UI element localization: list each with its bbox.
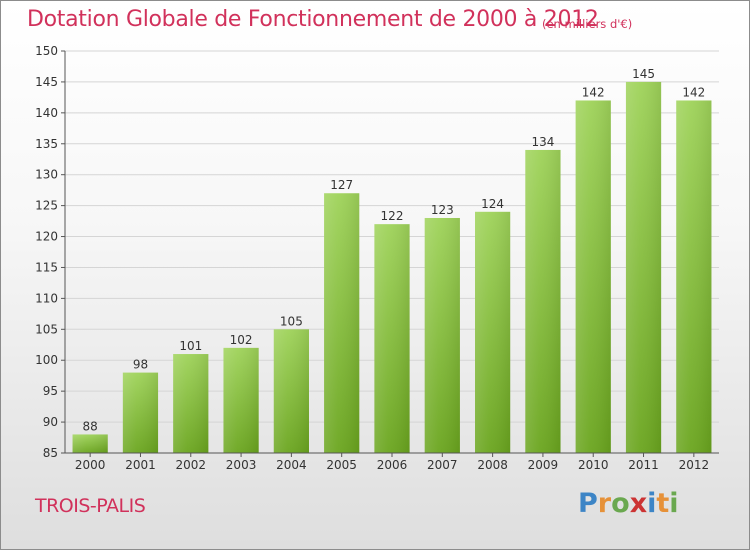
y-tick-label: 90 bbox=[43, 415, 58, 429]
bar-shine bbox=[223, 347, 259, 453]
bar-shine bbox=[374, 224, 410, 453]
x-tick-label: 2010 bbox=[578, 458, 609, 472]
data-label: 102 bbox=[230, 333, 253, 347]
bar-shine bbox=[424, 217, 460, 453]
logo-letter: i bbox=[669, 488, 679, 519]
x-tick-label: 2012 bbox=[679, 458, 710, 472]
y-tick-label: 130 bbox=[35, 168, 58, 182]
y-tick-label: 145 bbox=[35, 75, 58, 89]
data-label: 127 bbox=[330, 178, 353, 192]
commune-name: TROIS-PALIS bbox=[35, 495, 146, 517]
y-tick-label: 125 bbox=[35, 199, 58, 213]
data-label: 98 bbox=[133, 358, 148, 372]
y-tick-label: 95 bbox=[43, 384, 58, 398]
unit-label: (en milliers d'€) bbox=[542, 17, 633, 31]
data-label: 105 bbox=[280, 314, 303, 328]
y-tick-label: 85 bbox=[43, 446, 58, 460]
bars: 88 98 101 102 105 127 122 123 124 134 142 145 142 bbox=[72, 67, 712, 453]
data-label: 123 bbox=[431, 203, 454, 217]
x-tick-label: 2005 bbox=[326, 458, 357, 472]
y-tick-label: 100 bbox=[35, 353, 58, 367]
logo-letter: i bbox=[647, 488, 657, 519]
bar-shine bbox=[525, 149, 561, 453]
x-tick-label: 2011 bbox=[628, 458, 659, 472]
logo-letter: x bbox=[629, 488, 648, 519]
logo-letter: P bbox=[578, 488, 598, 519]
x-tick-label: 2007 bbox=[427, 458, 458, 472]
bar-shine bbox=[475, 211, 511, 453]
x-tick-label: 2001 bbox=[125, 458, 156, 472]
bar-shine bbox=[324, 193, 360, 453]
data-label: 88 bbox=[83, 419, 98, 433]
data-label: 101 bbox=[179, 339, 202, 353]
bar-shine bbox=[122, 372, 159, 453]
data-label: 142 bbox=[582, 85, 605, 99]
logo-letter: o bbox=[611, 488, 630, 519]
y-tick-label: 135 bbox=[35, 137, 58, 151]
logo-letter: t bbox=[656, 488, 670, 519]
y-tick-label: 150 bbox=[35, 44, 58, 58]
proxiti-logo: Proxiti bbox=[578, 488, 679, 519]
x-tick-label: 2000 bbox=[75, 458, 106, 472]
bar-shine bbox=[676, 100, 712, 453]
y-tick-label: 105 bbox=[35, 322, 58, 336]
bar-shine bbox=[575, 100, 611, 453]
x-tick-label: 2003 bbox=[226, 458, 257, 472]
bar-shine bbox=[625, 81, 662, 453]
data-label: 145 bbox=[632, 67, 655, 81]
y-tick-label: 140 bbox=[35, 106, 58, 120]
data-label: 122 bbox=[381, 209, 404, 223]
y-tick-label: 115 bbox=[35, 260, 58, 274]
x-tick-label: 2006 bbox=[377, 458, 408, 472]
bar-shine bbox=[72, 434, 108, 453]
bar-shine bbox=[173, 354, 209, 453]
data-label: 134 bbox=[531, 135, 554, 149]
bar-shine bbox=[273, 329, 309, 453]
x-tick-label: 2004 bbox=[276, 458, 307, 472]
axes: 85 90 95 100 105 110 115 120 125 130 135 140 145 150 2… bbox=[35, 44, 719, 472]
y-tick-label: 120 bbox=[35, 230, 58, 244]
x-tick-label: 2009 bbox=[528, 458, 559, 472]
logo-letter: r bbox=[597, 488, 612, 519]
y-tick-label: 110 bbox=[35, 291, 58, 305]
chart-title: Dotation Globale de Fonctionnement de 20… bbox=[27, 7, 599, 32]
data-label: 124 bbox=[481, 197, 504, 211]
x-tick-label: 2008 bbox=[477, 458, 508, 472]
x-tick-label: 2002 bbox=[175, 458, 206, 472]
data-label: 142 bbox=[682, 85, 705, 99]
